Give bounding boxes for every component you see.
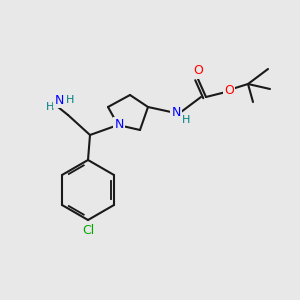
Text: H: H	[46, 102, 54, 112]
Text: Cl: Cl	[82, 224, 94, 236]
Text: N: N	[114, 118, 124, 131]
Text: H: H	[182, 115, 190, 125]
Text: N: N	[171, 106, 181, 118]
Text: H: H	[66, 95, 74, 105]
Text: O: O	[193, 64, 203, 77]
Text: O: O	[224, 83, 234, 97]
Text: N: N	[54, 94, 64, 106]
